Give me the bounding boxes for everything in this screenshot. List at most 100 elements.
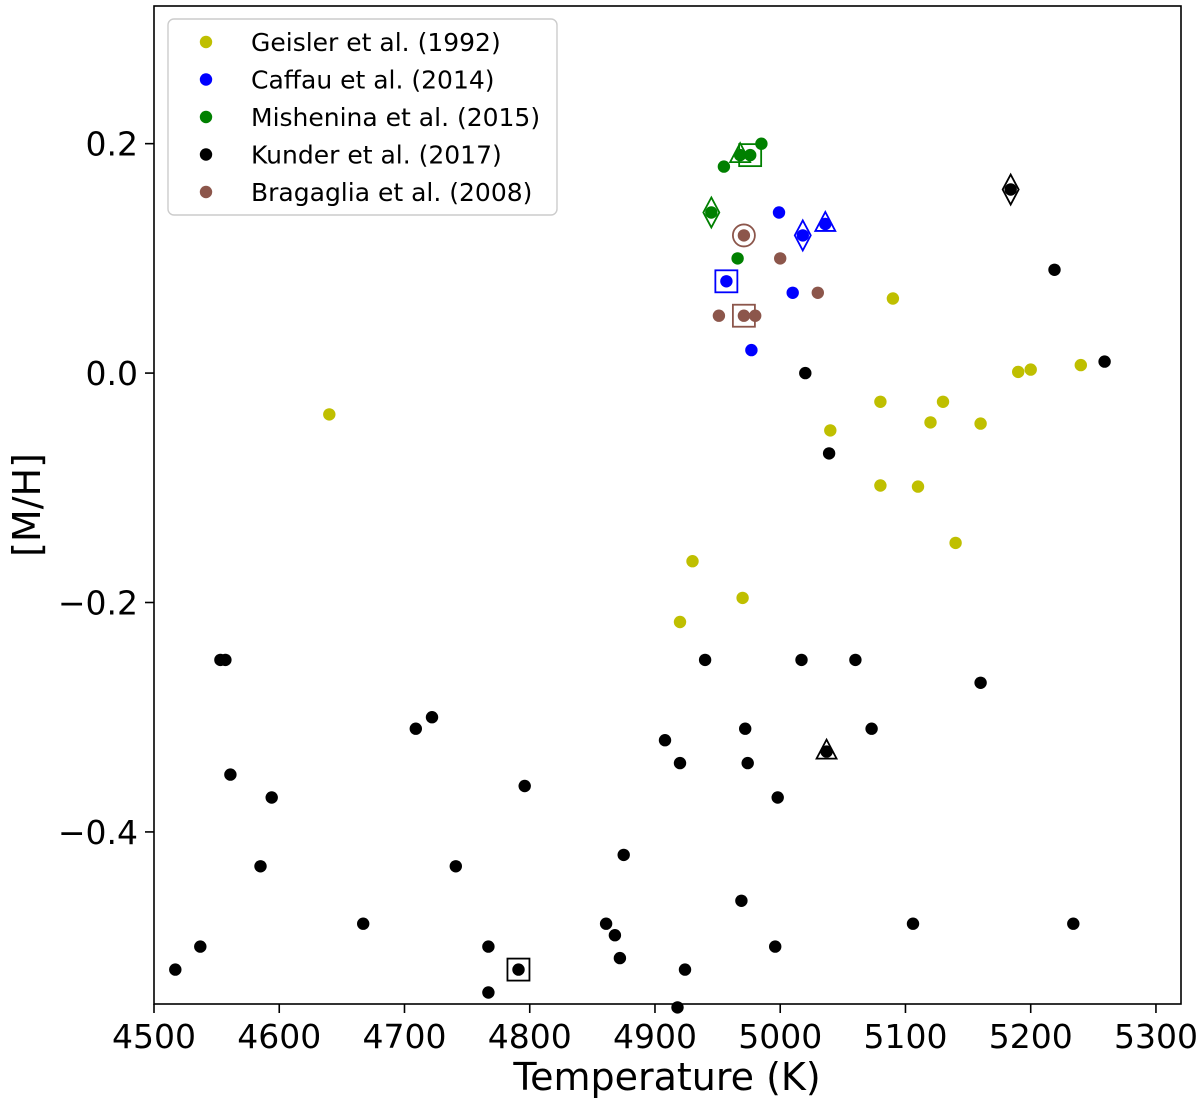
y-tick-label: 0.0: [86, 354, 138, 393]
highlight-circle-marker: [731, 223, 756, 248]
x-tick-label: 4900: [613, 1017, 697, 1056]
data-point: [194, 940, 207, 953]
data-point: [658, 734, 672, 747]
data-point: [820, 745, 833, 758]
data-point: [874, 479, 887, 492]
x-tick-label: 5000: [738, 1017, 822, 1056]
data-point: [686, 555, 699, 568]
data-point: [712, 309, 726, 322]
data-point: [512, 963, 525, 976]
data-point: [819, 217, 832, 231]
highlight-triangle-marker: [813, 210, 837, 232]
legend-label: Kunder et al. (2017): [251, 141, 502, 170]
data-point: [731, 252, 744, 265]
data-point: [671, 1001, 684, 1014]
x-tick-label: 4700: [362, 1017, 446, 1056]
legend-label: Caffau et al. (2014): [251, 66, 495, 95]
data-point: [849, 653, 862, 667]
x-tick-label: 4500: [112, 1017, 196, 1056]
data-point: [482, 986, 495, 999]
data-point: [772, 206, 786, 219]
data-point: [224, 768, 237, 781]
data-point: [1004, 183, 1017, 196]
data-point: [796, 229, 809, 242]
data-point: [865, 722, 878, 735]
data-point: [949, 536, 962, 550]
highlight-triangle-marker: [728, 141, 752, 164]
data-point: [1048, 263, 1061, 276]
data-point: [936, 395, 950, 408]
x-axis-ticks: 4500 4600 4700 4800 4900 5000 5100 5200 5300: [112, 1004, 1198, 1056]
highlight-triangle-marker: [815, 737, 839, 760]
data-point: [1012, 365, 1025, 379]
data-point: [169, 963, 182, 976]
data-point: [771, 791, 784, 804]
data-point: [1074, 358, 1088, 372]
highlight-square-marker: [714, 269, 739, 294]
data-point: [737, 309, 751, 322]
data-point: [786, 286, 799, 299]
data-point: [974, 676, 987, 689]
x-tick-label: 5100: [863, 1017, 947, 1056]
data-point: [608, 929, 622, 942]
data-point: [673, 756, 687, 770]
y-tick-label: −0.4: [58, 813, 138, 852]
data-point: [769, 940, 782, 953]
data-point: [617, 848, 630, 862]
data-point: [745, 343, 758, 357]
highlight-square-marker: [738, 143, 763, 168]
y-axis-title: [M/H]: [5, 453, 49, 557]
legend-label: Bragaglia et al. (2008): [251, 178, 532, 207]
data-point: [425, 711, 439, 724]
legend-label: Geisler et al. (1992): [251, 28, 501, 57]
data-point: [824, 424, 837, 437]
x-tick-label: 4600: [237, 1017, 321, 1056]
highlight-diamond-marker: [793, 218, 812, 253]
data-point: [705, 206, 718, 219]
legend-label: Mishenina et al. (2015): [251, 103, 540, 132]
legend-marker: [199, 110, 213, 124]
data-point: [795, 653, 808, 667]
x-axis-title: Temperature (K): [512, 1055, 820, 1099]
data-point: [822, 447, 836, 460]
highlight-square-marker: [731, 303, 756, 328]
x-tick-label: 5300: [1114, 1017, 1198, 1056]
legend-marker: [199, 185, 213, 199]
data-point: [357, 917, 370, 930]
data-point: [717, 160, 731, 173]
data-point: [735, 894, 748, 907]
data-point: [906, 917, 920, 930]
data-point: [219, 653, 232, 667]
data-point: [599, 917, 613, 930]
legend-frame: [167, 18, 558, 216]
data-point: [720, 275, 733, 288]
data-point: [254, 860, 267, 873]
data-points-layer: [169, 137, 1111, 1014]
data-point: [739, 722, 752, 735]
data-point: [482, 940, 495, 953]
y-tick-label: −0.2: [58, 584, 138, 623]
data-point: [678, 963, 692, 976]
legend: Geisler et al. (1992) Caffau et al. (2014…: [167, 18, 558, 216]
data-point: [449, 860, 462, 873]
highlight-markers-layer: [506, 141, 1020, 982]
legend-marker: [199, 35, 213, 49]
data-point: [911, 480, 925, 493]
data-point: [974, 417, 987, 430]
data-point: [1024, 363, 1037, 376]
data-point: [1098, 355, 1111, 368]
data-point: [698, 653, 712, 667]
data-point: [774, 252, 787, 265]
data-point: [886, 292, 900, 305]
plot-frame: [153, 5, 1182, 1005]
highlight-diamond-marker: [702, 195, 721, 230]
highlight-diamond-marker: [1001, 172, 1020, 207]
data-point: [737, 229, 751, 242]
data-point: [741, 756, 754, 770]
data-point: [874, 395, 887, 408]
data-point: [811, 286, 824, 299]
data-point: [409, 722, 422, 735]
data-point: [265, 791, 278, 804]
data-point: [518, 779, 531, 793]
data-point: [323, 408, 336, 421]
